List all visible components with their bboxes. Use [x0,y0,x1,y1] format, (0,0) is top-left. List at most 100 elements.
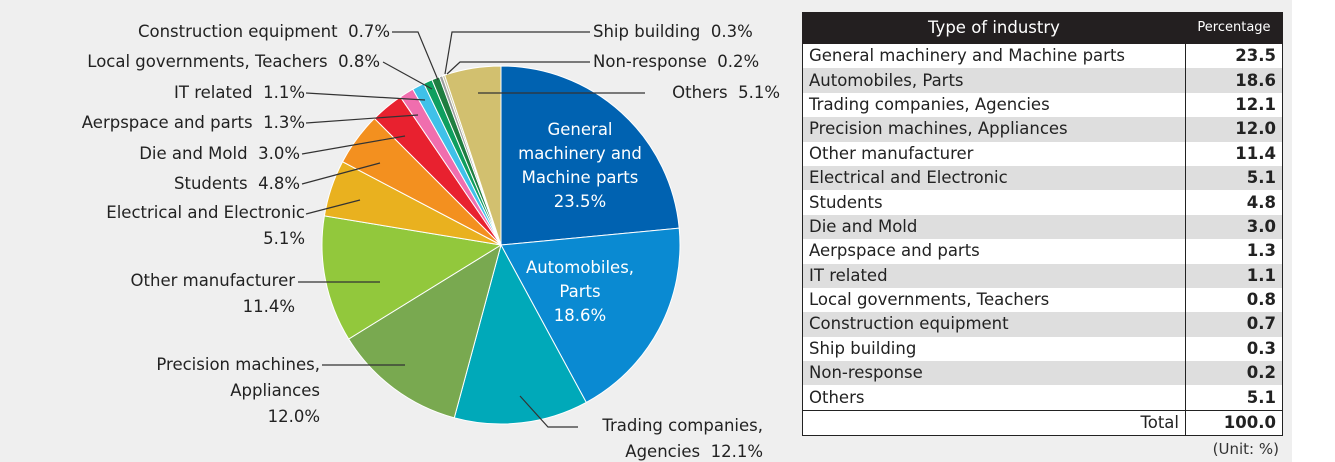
slice-label: Trading companies, Agencies 12.1% [578,413,763,462]
pie-slice [453,243,587,425]
slice-name: Aerpspace and parts [81,113,253,132]
table-row: Aerpspace and parts 1.3 [802,239,1283,264]
slice-value: 12.1% [710,442,763,461]
percentage-cell: 5.1 [1185,165,1283,191]
industry-cell: Aerpspace and parts [802,239,1186,264]
table-row: General machinery and Machine parts 23.5 [802,43,1283,69]
leader-line [305,114,419,124]
slice-value: 3.0% [258,144,300,163]
percentage-cell: 1.1 [1185,263,1283,288]
pie-slice [500,65,680,246]
slice-value: 5.1% [263,229,305,248]
percentage-cell: 11.4 [1185,141,1283,166]
slice-label: Non-response 0.2% [593,49,793,75]
leader-line [305,92,426,101]
leader-line [444,31,590,75]
industry-cell: Electrical and Electronic [802,165,1186,191]
industry-cell: Construction equipment [802,312,1186,337]
slice-name: General machinery and Machine parts [518,120,642,187]
slice-name: Students [174,174,248,193]
slice-value: 23.5% [553,192,607,211]
pie-slice [321,215,503,340]
total-value: 100.0 [1185,409,1283,437]
slice-value: 4.8% [258,174,300,193]
slice-value: 5.1% [738,83,780,102]
industry-cell: Others [802,385,1186,411]
slice-name: Ship building [593,22,701,41]
slice-value: 0.3% [710,22,753,41]
table-row: Automobiles, Parts 18.6 [802,68,1283,93]
table-header: Type of industry Percentage [802,12,1283,44]
percentage-cell: 0.3 [1185,336,1283,362]
industry-table: Type of industry Percentage General mach… [802,12,1283,437]
pie-slice [443,65,502,246]
leader-line [382,61,433,90]
percentage-cell: 0.8 [1185,287,1283,313]
industry-cell: IT related [802,263,1186,288]
header-cell: Percentage [1185,12,1283,44]
industry-cell: Trading companies, Agencies [802,92,1186,118]
slice-label: Ship building 0.3% [593,19,793,45]
leader-line [392,31,439,81]
industry-cell: Precision machines, Appliances [802,117,1186,142]
pie-slice [500,227,681,404]
slice-name: Other manufacturer [130,271,295,290]
industry-cell: Die and Mold [802,214,1186,240]
slice-label: General machinery and Machine parts 23.5% [505,118,655,214]
slice-value: 12.0% [267,407,320,426]
leader-line [446,61,590,75]
table-row: Ship building 0.3 [802,336,1283,362]
slice-label: Automobiles, Parts 18.6% [525,256,635,328]
table-row: Others 5.1 [802,385,1283,411]
table-row: Other manufacturer 11.4 [802,141,1283,166]
slice-name: Construction equipment [137,22,338,41]
header-cell: Type of industry [802,12,1186,44]
slice-label: Precision machines, Appliances 12.0% [120,352,320,430]
industry-cell: Ship building [802,336,1186,362]
slice-value: 0.2% [717,52,760,71]
table-row: Precision machines, Appliances 12.0 [802,117,1283,142]
percentage-cell: 1.3 [1185,239,1283,264]
table-row: IT related 1.1 [802,263,1283,288]
percentage-cell: 0.2 [1185,361,1283,386]
slice-label: Students 4.8% [100,171,300,197]
leader-line [301,162,381,185]
slice-name: Die and Mold [139,144,248,163]
percentage-cell: 0.7 [1185,312,1283,337]
slice-label: Construction equipment 0.7% [20,19,390,45]
slice-value: 11.4% [242,297,295,316]
table-row: Electrical and Electronic 5.1 [802,165,1283,191]
industry-cell: Automobiles, Parts [802,68,1186,93]
slice-value: 0.8% [338,52,380,71]
percentage-cell: 12.1 [1185,92,1283,118]
percentage-cell: 5.1 [1185,385,1283,411]
slice-name: IT related [174,83,253,102]
table-row: Construction equipment 0.7 [802,312,1283,337]
table-row: Trading companies, Agencies 12.1 [802,92,1283,118]
slice-name: Non-response [593,52,707,71]
slice-value: 18.6% [553,306,607,325]
percentage-cell: 3.0 [1185,214,1283,240]
industry-cell: Other manufacturer [802,141,1186,166]
slice-label: Other manufacturer 11.4% [80,268,295,320]
industry-cell: Local governments, Teachers [802,287,1186,313]
percentage-cell: 12.0 [1185,117,1283,142]
slice-label: IT related 1.1% [100,80,305,106]
percentage-cell: 23.5 [1185,43,1283,69]
table-row: Die and Mold 3.0 [802,214,1283,240]
slice-label: Die and Mold 3.0% [80,141,300,167]
slice-label: Electrical and Electronic 5.1% [50,200,305,252]
unit-note: (Unit: %) [1212,440,1279,458]
industry-cell: Non-response [802,361,1186,386]
slice-name: Precision machines, Appliances [156,355,320,400]
pie-slice [347,243,502,419]
slice-name: Electrical and Electronic [106,203,305,222]
leader-line [301,135,406,155]
leader-line [519,395,578,428]
industry-cell: General machinery and Machine parts [802,43,1186,69]
percentage-cell: 4.8 [1185,190,1283,215]
slice-value: 0.7% [348,22,390,41]
slice-value: 1.3% [263,113,305,132]
slice-label: Aerpspace and parts 1.3% [20,110,305,136]
table-row: Students 4.8 [802,190,1283,215]
